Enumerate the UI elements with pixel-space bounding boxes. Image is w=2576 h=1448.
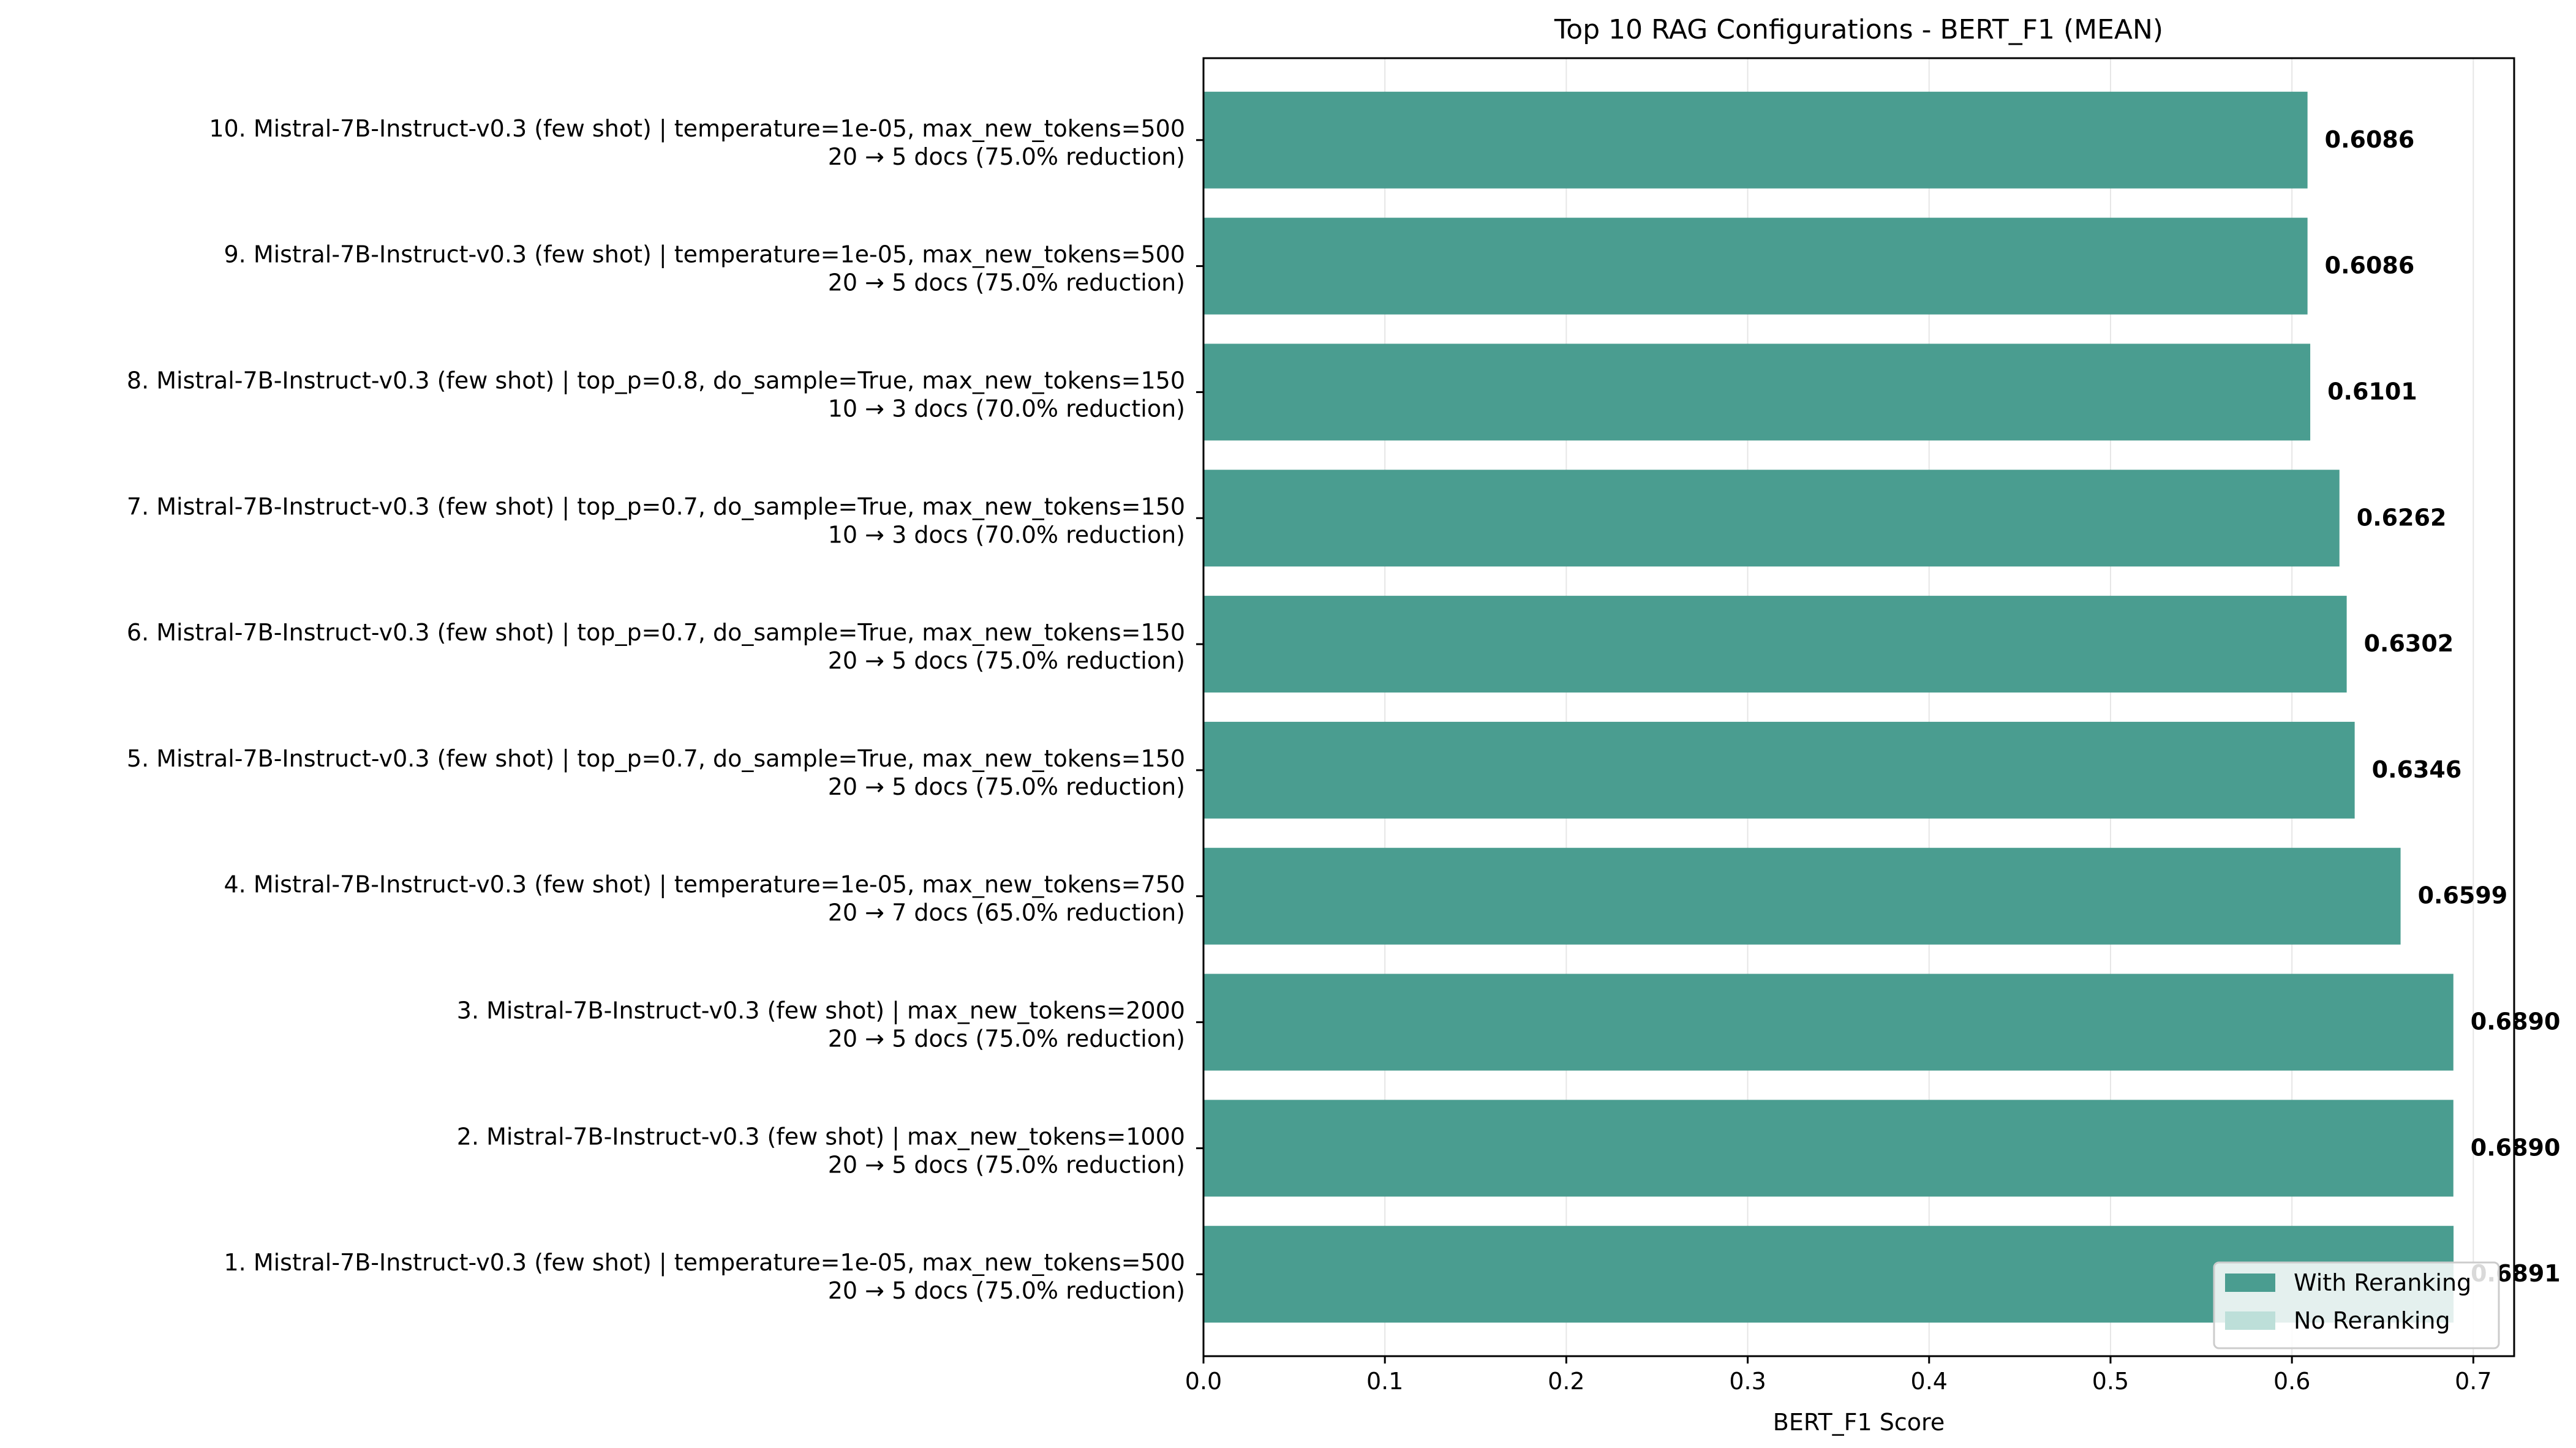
bar-value-label: 0.6101: [2327, 378, 2417, 405]
bar-label-docs: 20 → 5 docs (75.0% reduction): [828, 143, 1185, 170]
bar-value-label: 0.6086: [2325, 126, 2415, 153]
legend-box: [2213, 1261, 2500, 1349]
bar-value-label: 0.6890: [2471, 1008, 2561, 1035]
bar-label-docs: 20 → 5 docs (75.0% reduction): [828, 269, 1185, 296]
bar-label-docs: 20 → 5 docs (75.0% reduction): [828, 1277, 1185, 1304]
bar-value-label: 0.6302: [2364, 630, 2454, 657]
x-tick-label: 0.5: [2092, 1368, 2129, 1395]
bar-label-docs: 10 → 3 docs (70.0% reduction): [828, 395, 1185, 422]
bar: [1203, 721, 2355, 819]
bar-value-label: 0.6890: [2471, 1134, 2561, 1161]
legend-swatch-no-reranking: [2225, 1311, 2275, 1330]
value-labels: 0.6086 0.6086 0.6101 0.6262 0.6302 0.6346 0.65…: [2325, 126, 2561, 1287]
bar-label-docs: 20 → 7 docs (65.0% reduction): [828, 899, 1185, 926]
plot-frame: [1202, 57, 2515, 1357]
bar-label-docs: 20 → 5 docs (75.0% reduction): [828, 647, 1185, 674]
bar-label-config: 2. Mistral-7B-Instruct-v0.3 (few shot) |…: [457, 1123, 1185, 1150]
bar-value-label: 0.6086: [2325, 252, 2415, 279]
legend-label-with-reranking: With Reranking: [2294, 1269, 2471, 1296]
bar-value-label: 0.6599: [2418, 882, 2508, 909]
bar-label-config: 9. Mistral-7B-Instruct-v0.3 (few shot) |…: [224, 241, 1186, 269]
bar: [1203, 343, 2311, 441]
bar-label-config: 4. Mistral-7B-Instruct-v0.3 (few shot) |…: [224, 871, 1186, 899]
x-tick-label: 0.1: [1366, 1368, 1403, 1395]
bar: [1203, 470, 2340, 567]
bar-label-config: 1. Mistral-7B-Instruct-v0.3 (few shot) |…: [224, 1249, 1186, 1277]
bar-label-config: 5. Mistral-7B-Instruct-v0.3 (few shot) |…: [127, 745, 1185, 773]
x-axis-title: BERT_F1 Score: [1773, 1409, 1945, 1436]
bar-label-docs: 20 → 5 docs (75.0% reduction): [828, 1026, 1185, 1052]
bar: [1203, 847, 2401, 945]
bar: [1203, 596, 2347, 693]
x-tick-label: 0.3: [1729, 1368, 1766, 1395]
x-tick-label: 0.7: [2455, 1368, 2491, 1395]
chart-title: Top 10 RAG Configurations - BERT_F1 (MEA…: [1554, 14, 2163, 45]
x-axis-ticks: 0.0 0.1 0.2 0.3 0.4 0.5 0.6 0.7: [1185, 139, 2492, 1395]
bar-label-config: 6. Mistral-7B-Instruct-v0.3 (few shot) |…: [127, 619, 1185, 647]
bars: [1203, 91, 2454, 1323]
legend: With Reranking No Reranking: [2213, 1261, 2500, 1349]
bar-label-config: 10. Mistral-7B-Instruct-v0.3 (few shot) …: [209, 115, 1185, 143]
x-tick-label: 0.0: [1185, 1368, 1222, 1395]
legend-swatch-with-reranking: [2225, 1274, 2275, 1292]
bar: [1203, 91, 2308, 189]
y-axis-labels: 10. Mistral-7B-Instruct-v0.3 (few shot) …: [127, 115, 1185, 1304]
bar-label-docs: 10 → 3 docs (70.0% reduction): [828, 521, 1185, 548]
x-tick-label: 0.2: [1548, 1368, 1584, 1395]
x-tick-label: 0.6: [2273, 1368, 2310, 1395]
bar-label-docs: 20 → 5 docs (75.0% reduction): [828, 773, 1185, 800]
x-tick-label: 0.4: [1911, 1368, 1948, 1395]
bar-value-label: 0.6262: [2357, 504, 2447, 531]
bar: [1203, 1100, 2454, 1197]
bar-label-config: 3. Mistral-7B-Instruct-v0.3 (few shot) |…: [457, 997, 1185, 1025]
bar: [1203, 973, 2454, 1071]
legend-label-no-reranking: No Reranking: [2294, 1307, 2450, 1334]
bar-value-label: 0.6346: [2372, 756, 2462, 783]
bar-label-config: 7. Mistral-7B-Instruct-v0.3 (few shot) |…: [127, 493, 1185, 520]
bar-label-config: 8. Mistral-7B-Instruct-v0.3 (few shot) |…: [127, 367, 1185, 394]
bar: [1203, 217, 2308, 315]
bar-label-docs: 20 → 5 docs (75.0% reduction): [828, 1151, 1185, 1178]
